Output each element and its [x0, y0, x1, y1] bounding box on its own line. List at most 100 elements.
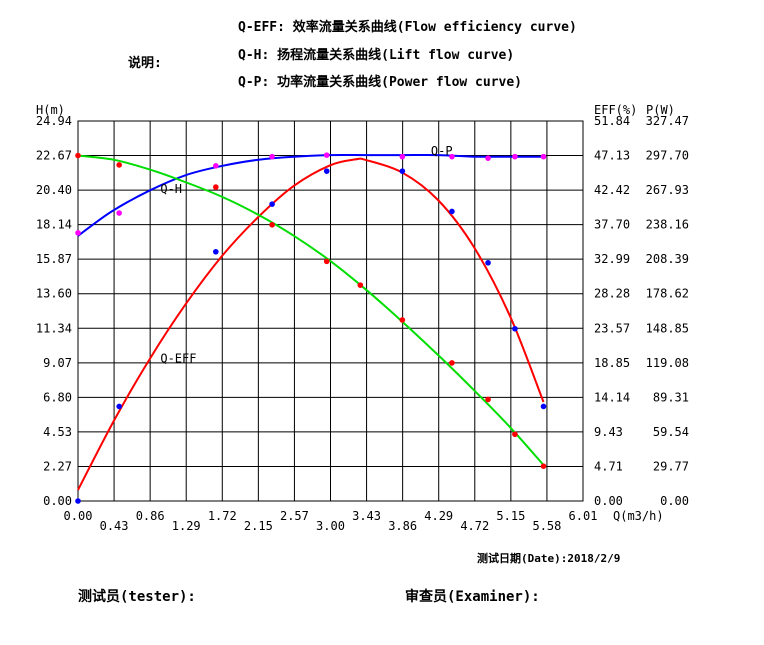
point-q-h	[449, 153, 455, 160]
y-right1-tick-label: 32.99	[594, 252, 630, 266]
curve-label-q-eff: Q-EFF	[160, 351, 196, 365]
point-q-eff	[213, 248, 219, 255]
point-q-h	[269, 153, 275, 160]
y-right1-tick-label: 4.71	[594, 459, 623, 473]
curves	[77, 154, 545, 491]
y-right2-tick-label: 89.31	[653, 390, 689, 404]
y-left-tick-label: 0.00	[43, 494, 72, 508]
y-right1-tick-label: 42.42	[594, 183, 630, 197]
x-tick-label: 1.72	[208, 509, 237, 523]
y-right1-tick-label: 9.43	[594, 425, 623, 439]
point-q-eff	[512, 325, 518, 332]
x-tick-label: 2.15	[244, 519, 273, 533]
x-tick-label: 4.29	[424, 509, 453, 523]
point-q-p	[485, 396, 491, 403]
y-right1-axis-title: EFF(%)	[594, 103, 637, 117]
y-right1-tick-label: 14.14	[594, 390, 630, 404]
point-q-p	[512, 431, 518, 438]
y-right1-tick-label: 51.84	[594, 114, 630, 128]
y-left-tick-label: 13.60	[36, 287, 72, 301]
point-q-h	[540, 153, 547, 160]
point-q-h	[485, 155, 491, 161]
y-right2-tick-label: 178.62	[646, 287, 689, 301]
point-q-p	[116, 162, 122, 168]
point-q-eff	[323, 168, 330, 174]
legend-line-qh: Q-H: 扬程流量关系曲线(Lift flow curve)	[238, 48, 515, 63]
point-q-h	[213, 162, 219, 169]
x-tick-label: 5.58	[532, 519, 561, 533]
point-q-h	[75, 230, 81, 236]
y-left-tick-label: 20.40	[36, 183, 72, 197]
x-tick-label: 0.86	[136, 509, 165, 523]
point-q-eff	[485, 259, 491, 266]
y-right2-tick-label: 297.70	[646, 149, 689, 163]
tester-field: 测试员(tester):	[78, 589, 196, 605]
point-q-eff	[116, 403, 122, 410]
point-q-h	[116, 210, 122, 216]
y-left-tick-label: 2.27	[43, 459, 72, 473]
y-right1-tick-label: 18.85	[594, 356, 630, 370]
curve-label-q-h: Q-H	[160, 182, 182, 196]
curve-q-h	[77, 154, 544, 237]
y-left-tick-label: 6.80	[43, 390, 72, 404]
point-q-p	[213, 184, 219, 190]
y-left-tick-label: 9.07	[43, 356, 72, 370]
y-left-tick-label: 4.53	[43, 425, 72, 439]
y-left-tick-label: 15.87	[36, 252, 72, 266]
legend-line-qeff: Q-EFF: 效率流量关系曲线(Flow efficiency curve)	[238, 20, 577, 35]
y-right2-axis-title: P(W)	[646, 103, 675, 117]
x-tick-label: 3.43	[352, 509, 381, 523]
point-q-h	[512, 153, 518, 160]
y-right2-tick-label: 148.85	[646, 321, 689, 335]
point-q-eff	[399, 168, 406, 174]
curve-labels: Q-H Q-P Q-EFF	[160, 144, 452, 365]
y-right2-tick-label: 59.54	[653, 425, 689, 439]
y-left-tick-label: 11.34	[36, 321, 72, 335]
y-right2-tick-label: 267.93	[646, 183, 689, 197]
y-left-axis-title: H(m)	[36, 103, 65, 117]
legend-line-qp: Q-P: 功率流量关系曲线(Power flow curve)	[238, 75, 523, 90]
y-right2-tick-label: 29.77	[653, 459, 689, 473]
point-q-p	[449, 360, 455, 366]
y-left-tick-label: 18.14	[36, 218, 72, 232]
x-tick-label: 1.29	[172, 519, 201, 533]
test-date: 测试日期(Date):2018/2/9	[477, 552, 621, 565]
point-q-p	[399, 317, 406, 323]
point-q-eff	[449, 208, 455, 215]
y-right2-tick-label: 238.16	[646, 218, 689, 232]
point-q-p	[357, 282, 364, 288]
y-right2-tick-label: 327.47	[646, 114, 689, 128]
curve-q-eff	[77, 157, 545, 491]
point-q-p	[75, 152, 81, 159]
y-right2-tick-label: 0.00	[660, 494, 689, 508]
curve-q-p	[77, 154, 545, 466]
x-tick-label: 0.00	[64, 509, 93, 523]
point-q-p	[269, 222, 275, 228]
y-left-tick-label: 22.67	[36, 149, 72, 163]
plot-frame	[77, 120, 584, 502]
point-q-p	[323, 258, 330, 265]
point-q-eff	[269, 201, 275, 207]
x-tick-label: 2.57	[280, 509, 309, 523]
y-right1-tick-label: 37.70	[594, 218, 630, 232]
x-tick-label: 3.00	[316, 519, 345, 533]
y-right1-tick-label: 0.00	[594, 494, 623, 508]
y-left-tick-label: 24.94	[36, 114, 72, 128]
point-q-eff	[540, 403, 547, 410]
grid	[77, 120, 584, 502]
point-q-eff	[75, 498, 81, 504]
data-points	[75, 152, 547, 504]
y-right1-tick-label: 28.28	[594, 287, 630, 301]
x-axis-title: Q(m3/h)	[613, 509, 664, 523]
note-label: 说明:	[128, 56, 162, 71]
point-q-h	[399, 153, 406, 160]
x-tick-label: 5.15	[496, 509, 525, 523]
y-right2-tick-label: 208.39	[646, 252, 689, 266]
axis-labels: H(m) EFF(%) P(W) Q(m3/h)	[36, 103, 675, 523]
point-q-h	[323, 152, 330, 158]
tick-labels: 0.00 0.43 0.86 1.29 1.72 2.15 2.57 3.00 3.43 3.86…	[36, 114, 689, 533]
x-tick-label: 4.72	[460, 519, 489, 533]
x-tick-label: 6.01	[569, 509, 598, 523]
x-tick-label: 0.43	[100, 519, 129, 533]
